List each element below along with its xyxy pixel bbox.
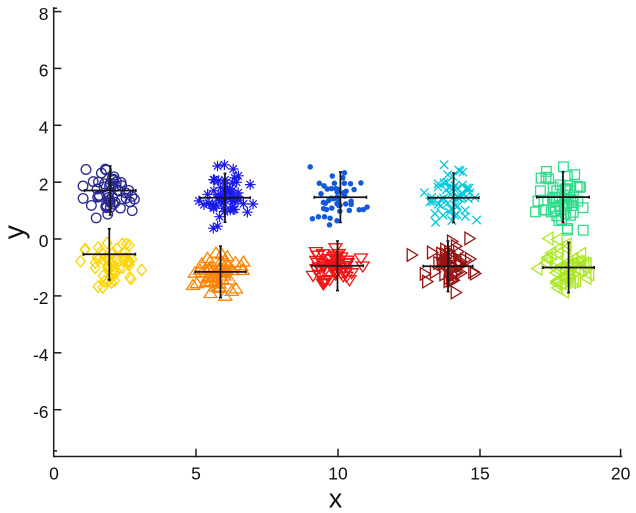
svg-text:4: 4 [39, 118, 49, 138]
svg-text:8: 8 [39, 4, 49, 24]
svg-text:0: 0 [39, 231, 49, 251]
svg-text:-2: -2 [33, 288, 49, 308]
svg-text:5: 5 [191, 464, 201, 484]
svg-text:6: 6 [39, 61, 49, 81]
svg-text:0: 0 [49, 464, 59, 484]
svg-text:y: y [0, 224, 31, 239]
svg-text:-6: -6 [33, 402, 49, 422]
svg-text:x: x [329, 484, 343, 509]
svg-text:15: 15 [470, 464, 489, 484]
svg-text:2: 2 [39, 174, 49, 194]
svg-text:20: 20 [611, 464, 631, 484]
svg-text:10: 10 [328, 464, 348, 484]
svg-text:-4: -4 [33, 345, 49, 365]
